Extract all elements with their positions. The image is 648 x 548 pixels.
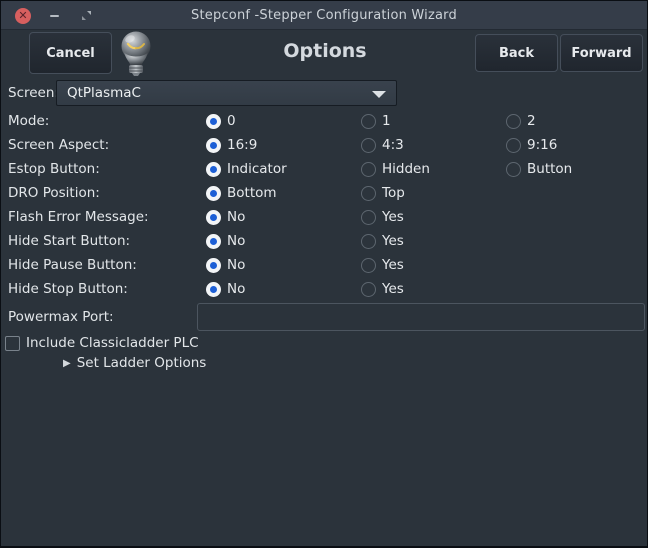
minimize-button[interactable]: [45, 1, 63, 30]
radio-icon: [361, 185, 376, 201]
classicladder-label: Include Classicladder PLC: [26, 335, 199, 351]
ladder-options-label: Set Ladder Options: [76, 355, 207, 371]
options-form: Mode: 0 1 2 Screen Aspect: 16:9 4:3 9:16…: [1, 109, 647, 301]
radio-selected-icon: [206, 257, 221, 273]
radio-option[interactable]: Yes: [361, 281, 506, 297]
lightbulb-icon: [121, 31, 151, 76]
radio-option[interactable]: Yes: [361, 257, 506, 273]
radio-icon: [361, 281, 376, 297]
titlebar: Stepconf -Stepper Configuration Wizard ✕: [1, 1, 647, 30]
close-icon: ✕: [15, 7, 31, 24]
forward-button[interactable]: Forward: [560, 34, 643, 72]
radio-option[interactable]: No: [206, 281, 361, 297]
row-label: Hide Start Button:: [8, 233, 131, 249]
screen-dropdown-value: QtPlasmaC: [67, 85, 141, 101]
toolbar: Cancel: [1, 31, 647, 77]
row-hide-start: Hide Start Button: No Yes: [1, 229, 647, 253]
chevron-down-icon: [372, 91, 386, 98]
page-title: Options: [283, 40, 367, 62]
radio-selected-icon: [206, 233, 221, 249]
radio-option[interactable]: Indicator: [206, 161, 361, 177]
row-label: Screen Aspect:: [8, 137, 110, 153]
screen-label: Screen:: [8, 85, 59, 101]
row-flash-error: Flash Error Message: No Yes: [1, 205, 647, 229]
row-label: Flash Error Message:: [8, 209, 149, 225]
radio-option[interactable]: Button: [506, 161, 647, 177]
radio-icon: [361, 137, 376, 153]
radio-option[interactable]: Top: [361, 185, 506, 201]
screen-row: Screen: QtPlasmaC: [1, 80, 647, 106]
row-screen-aspect: Screen Aspect: 16:9 4:3 9:16: [1, 133, 647, 157]
radio-option[interactable]: No: [206, 257, 361, 273]
powermax-row: Powermax Port:: [1, 303, 647, 331]
radio-option[interactable]: 9:16: [506, 137, 647, 153]
row-dro-position: DRO Position: Bottom Top: [1, 181, 647, 205]
row-label: DRO Position:: [8, 185, 100, 201]
row-label: Hide Stop Button:: [8, 281, 128, 297]
classicladder-checkbox-row[interactable]: Include Classicladder PLC: [1, 335, 199, 351]
radio-option[interactable]: Bottom: [206, 185, 361, 201]
radio-option[interactable]: Yes: [361, 233, 506, 249]
radio-option[interactable]: Yes: [361, 209, 506, 225]
close-button[interactable]: ✕: [13, 1, 33, 30]
radio-option[interactable]: No: [206, 209, 361, 225]
cancel-button[interactable]: Cancel: [29, 32, 112, 74]
radio-selected-icon: [206, 281, 221, 297]
maximize-button[interactable]: [77, 1, 95, 30]
row-hide-pause: Hide Pause Button: No Yes: [1, 253, 647, 277]
powermax-label: Powermax Port:: [8, 309, 114, 325]
radio-icon: [361, 209, 376, 225]
expander-arrow-icon: ▶: [63, 357, 71, 369]
maximize-icon: [81, 11, 91, 20]
radio-icon: [361, 161, 376, 177]
radio-option[interactable]: 4:3: [361, 137, 506, 153]
radio-icon: [506, 113, 521, 129]
radio-option[interactable]: 16:9: [206, 137, 361, 153]
screen-dropdown[interactable]: QtPlasmaC: [56, 80, 397, 106]
radio-selected-icon: [206, 113, 221, 129]
row-label: Estop Button:: [8, 161, 100, 177]
row-hide-stop: Hide Stop Button: No Yes: [1, 277, 647, 301]
radio-selected-icon: [206, 161, 221, 177]
ladder-options-expander[interactable]: ▶ Set Ladder Options: [63, 355, 206, 371]
radio-selected-icon: [206, 185, 221, 201]
radio-icon: [506, 137, 521, 153]
radio-selected-icon: [206, 137, 221, 153]
radio-option[interactable]: No: [206, 233, 361, 249]
radio-option[interactable]: 1: [361, 113, 506, 129]
row-label: Hide Pause Button:: [8, 257, 137, 273]
row-estop-button: Estop Button: Indicator Hidden Button: [1, 157, 647, 181]
radio-option[interactable]: 0: [206, 113, 361, 129]
radio-option[interactable]: Hidden: [361, 161, 506, 177]
powermax-port-input[interactable]: [197, 303, 645, 331]
window-title: Stepconf -Stepper Configuration Wizard: [191, 8, 457, 23]
back-button[interactable]: Back: [475, 34, 558, 72]
radio-option[interactable]: 2: [506, 113, 647, 129]
radio-icon: [361, 113, 376, 129]
radio-icon: [361, 233, 376, 249]
row-label: Mode:: [8, 113, 50, 129]
minimize-icon: [49, 14, 59, 17]
checkbox-unchecked-icon: [5, 335, 20, 351]
radio-icon: [506, 161, 521, 177]
row-mode: Mode: 0 1 2: [1, 109, 647, 133]
radio-selected-icon: [206, 209, 221, 225]
radio-icon: [361, 257, 376, 273]
